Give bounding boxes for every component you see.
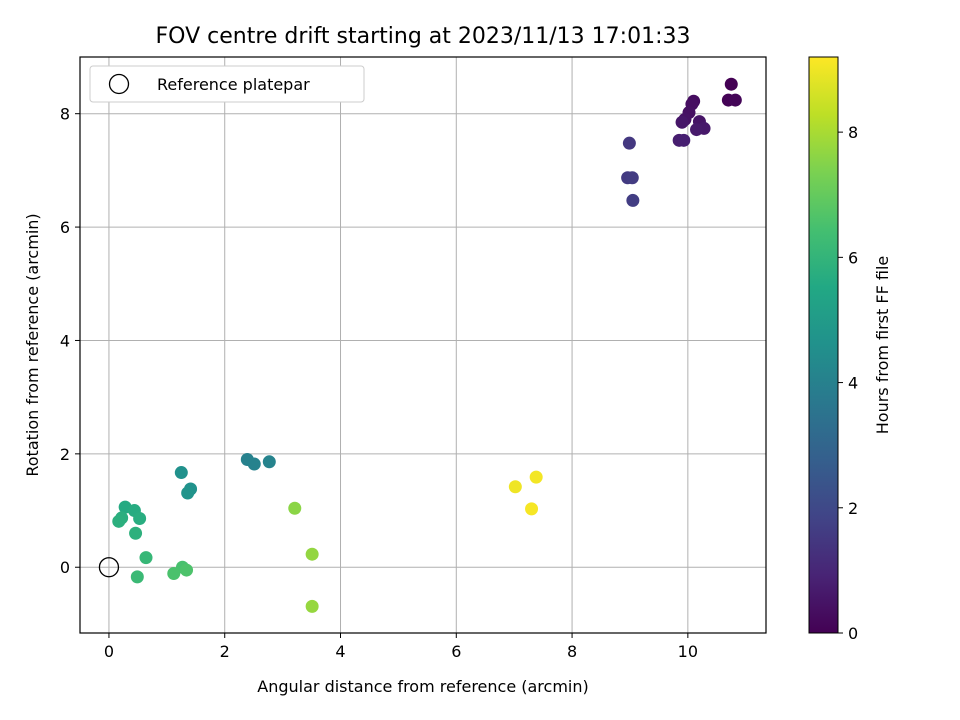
x-tick-label: 10	[678, 642, 698, 661]
colorbar-tick-label: 2	[848, 499, 858, 518]
colorbar-label: Hours from first FF file	[873, 256, 892, 435]
data-point	[626, 193, 640, 207]
data-point	[690, 123, 704, 137]
data-point	[728, 93, 742, 107]
y-tick-label: 6	[60, 218, 70, 237]
colorbar-tick-label: 0	[848, 624, 858, 643]
data-point	[133, 511, 147, 525]
y-tick-label: 0	[60, 558, 70, 577]
data-point	[130, 570, 144, 584]
data-point	[508, 480, 522, 494]
x-tick-label: 8	[567, 642, 577, 661]
x-axis-ticks: 0 2 4 6 8 10	[104, 633, 698, 661]
x-tick-label: 4	[335, 642, 345, 661]
data-point	[305, 599, 319, 613]
colorbar-ticks: 0 2 4 6 8	[838, 123, 858, 643]
y-axis-ticks: 0 2 4 6 8	[60, 105, 80, 577]
y-tick-label: 8	[60, 105, 70, 124]
legend-entry-reference-platepar: Reference platepar	[157, 75, 310, 94]
data-point	[675, 115, 689, 129]
data-point	[525, 502, 539, 516]
data-point	[180, 563, 194, 577]
y-tick-label: 2	[60, 445, 70, 464]
data-point	[181, 486, 195, 500]
data-point	[677, 133, 691, 147]
colorbar-tick-label: 6	[848, 248, 858, 267]
reference-marker-layer	[98, 557, 120, 578]
data-point	[112, 514, 126, 528]
colorbar: 0 2 4 6 8 Hours from first FF file	[808, 56, 892, 643]
data-point	[288, 501, 302, 515]
data-point	[167, 566, 181, 580]
data-point	[174, 466, 188, 480]
x-tick-label: 0	[104, 642, 114, 661]
data-point	[625, 171, 639, 185]
plot-frame	[79, 56, 767, 634]
colorbar-tick-label: 8	[848, 123, 858, 142]
colorbar-tick-label: 4	[848, 374, 858, 393]
grid-lines	[80, 57, 766, 633]
data-point	[247, 457, 261, 471]
legend: Reference platepar	[89, 65, 365, 103]
legend-box	[89, 65, 365, 103]
data-point	[305, 547, 319, 561]
chart-title: FOV centre drift starting at 2023/11/13 …	[156, 24, 691, 49]
data-point	[129, 526, 143, 540]
legend-reference-marker	[108, 73, 130, 95]
data-point	[139, 551, 153, 565]
scatter-points	[112, 77, 742, 613]
colorbar-gradient	[808, 56, 839, 634]
x-axis-label: Angular distance from reference (arcmin)	[257, 677, 588, 696]
x-tick-label: 2	[220, 642, 230, 661]
data-point	[622, 136, 636, 150]
data-point	[529, 470, 543, 484]
y-tick-label: 4	[60, 331, 70, 350]
y-axis-label: Rotation from reference (arcmin)	[23, 213, 42, 476]
data-point	[724, 77, 738, 91]
data-point	[262, 455, 276, 469]
reference-platepar-marker	[98, 557, 120, 578]
x-tick-label: 6	[451, 642, 461, 661]
